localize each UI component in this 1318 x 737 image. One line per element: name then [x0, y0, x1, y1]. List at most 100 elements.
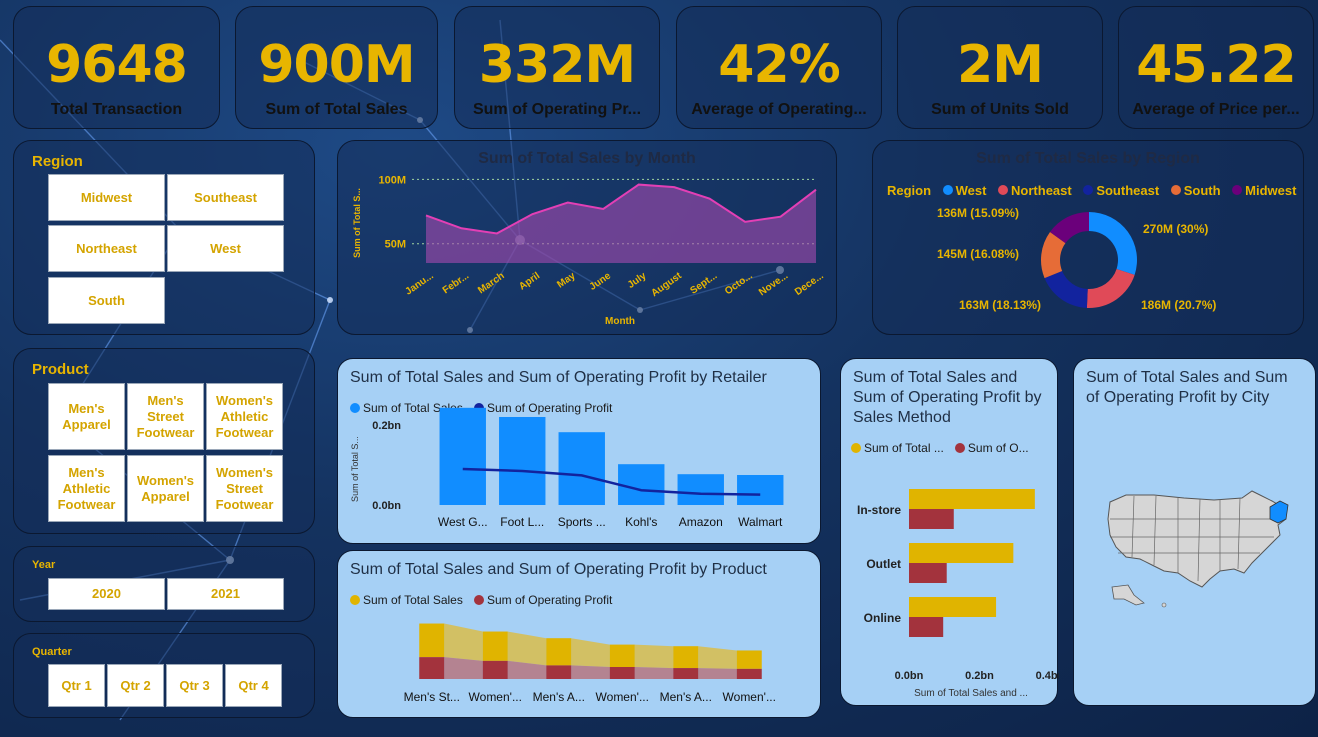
bar-total-sales[interactable] [909, 543, 1014, 563]
kpi-card-total-transaction: 9648 Total Transaction [13, 6, 220, 129]
legend-item-midwest[interactable]: Midwest [1232, 183, 1296, 198]
x-tick-label: Men's A... [660, 690, 712, 704]
legend-label: Sum of Total Sales [363, 593, 463, 607]
legend-label: Southeast [1096, 182, 1160, 198]
donut-slice-northeast[interactable] [1086, 268, 1135, 308]
year-option-2021[interactable]: 2021 [167, 578, 284, 610]
region-slicer: Region Midwest Southeast Northeast West … [13, 140, 315, 335]
ribbon-operating-profit [571, 665, 610, 679]
chart-title: Sum of Total Sales and Sum of Operating … [350, 369, 767, 386]
product-option-womens-street-footwear[interactable]: Women's Street Footwear [206, 455, 283, 522]
y-tick-label: Outlet [866, 557, 901, 571]
bar-total-sales[interactable] [419, 623, 445, 658]
bar-operating-profit[interactable] [609, 667, 635, 679]
region-option-southeast[interactable]: Southeast [167, 174, 284, 221]
legend-item-total-sales[interactable]: Sum of Total Sales [350, 401, 463, 415]
product-option-mens-street-footwear[interactable]: Men's Street Footwear [127, 383, 204, 450]
kpi-card-price-per-unit: 45.22 Average of Price per... [1118, 6, 1314, 129]
bar-operating-profit[interactable] [482, 660, 508, 679]
x-tick-label: Octo... [723, 270, 755, 297]
bar-total-sales[interactable] [673, 646, 699, 669]
x-tick-label: April [517, 270, 542, 292]
legend-item-total-sales[interactable]: Sum of Total ... [851, 441, 944, 455]
ribbon-total-sales [634, 644, 674, 669]
quarter-option-q3[interactable]: Qtr 3 [166, 664, 223, 707]
region-option-south[interactable]: South [48, 277, 165, 324]
bar-operating-profit[interactable] [909, 617, 944, 637]
bar-total-sales[interactable] [499, 417, 546, 505]
bar-total-sales[interactable] [609, 644, 635, 667]
bar-total-sales[interactable] [677, 474, 724, 505]
donut-slice-south[interactable] [1041, 232, 1066, 279]
donut-slice-west[interactable] [1089, 212, 1137, 275]
legend-item-operating-profit[interactable]: Sum of Operating Profit [473, 593, 612, 607]
chart-title: Sum of Total Sales and Sum of Operating … [853, 369, 1042, 426]
product-option-mens-athletic-footwear[interactable]: Men's Athletic Footwear [48, 455, 125, 522]
slicer-title: Quarter [32, 646, 72, 658]
legend-item-operating-profit[interactable]: Sum of O... [954, 441, 1029, 455]
bar-operating-profit[interactable] [673, 668, 699, 679]
product-option-womens-apparel[interactable]: Women's Apparel [127, 455, 204, 522]
bar-total-sales[interactable] [546, 638, 572, 666]
ribbon-total-sales [698, 646, 737, 669]
legend-item-southeast[interactable]: Southeast [1083, 183, 1159, 198]
x-axis-label: Sum of Total Sales and ... [914, 688, 1028, 699]
y-axis-label: Sum of Total S... [352, 188, 362, 258]
us-map[interactable] [1074, 359, 1317, 707]
product-option-mens-apparel[interactable]: Men's Apparel [48, 383, 125, 450]
product-legend: Sum of Total Sales Sum of Operating Prof… [350, 590, 618, 609]
bar-total-sales[interactable] [618, 464, 665, 505]
legend-label: West [955, 182, 987, 198]
legend-item-northeast[interactable]: Northeast [998, 183, 1072, 198]
x-tick-label: Foot L... [500, 515, 544, 529]
legend-label: Midwest [1245, 182, 1297, 198]
bar-total-sales[interactable] [909, 489, 1035, 509]
bar-operating-profit[interactable] [909, 563, 947, 583]
bar-operating-profit[interactable] [546, 665, 572, 679]
kpi-card-operating-profit: 332M Sum of Operating Pr... [454, 6, 660, 129]
x-tick-label: 0.0bn [895, 670, 924, 682]
region-option-northeast[interactable]: Northeast [48, 225, 165, 272]
y-tick-label: In-store [857, 503, 901, 517]
legend-dot [350, 595, 360, 605]
legend-item-total-sales[interactable]: Sum of Total Sales [350, 593, 463, 607]
quarter-option-q2[interactable]: Qtr 2 [107, 664, 164, 707]
bar-operating-profit[interactable] [419, 657, 445, 679]
region-legend: Region West Northeast Southeast South Mi… [887, 180, 1302, 199]
legend-label: Northeast [1011, 182, 1072, 198]
x-tick-label: Women'... [469, 690, 522, 704]
alaska-shape [1111, 584, 1145, 606]
kpi-card-operating-margin: 42% Average of Operating... [676, 6, 882, 129]
donut-slice-midwest[interactable] [1050, 212, 1089, 244]
slice-data-label: 163M (18.13%) [959, 298, 1041, 312]
bar-operating-profit[interactable] [909, 509, 954, 529]
product-option-womens-athletic-footwear[interactable]: Women's Athletic Footwear [206, 383, 283, 450]
legend-title: Region [887, 183, 932, 198]
legend-item-south[interactable]: South [1170, 183, 1221, 198]
sales-profit-by-method-chart: Sum of Total Sales and Sum of Operating … [840, 358, 1059, 706]
ribbon-total-sales [571, 638, 610, 667]
retailer-bar-chart: Sum of Total S... 0.2bn 0.0bn West G... Foo… [350, 407, 784, 529]
sales-profit-by-product-chart: Sum of Total Sales and Sum of Operating … [337, 550, 821, 718]
region-option-west[interactable]: West [167, 225, 284, 272]
slicer-title: Region [32, 153, 83, 170]
bar-total-sales[interactable] [909, 597, 997, 617]
legend-dot [350, 403, 360, 413]
x-tick-label: West G... [438, 515, 488, 529]
year-option-2020[interactable]: 2020 [48, 578, 165, 610]
quarter-option-q1[interactable]: Qtr 1 [48, 664, 105, 707]
kpi-label: Sum of Operating Pr... [472, 101, 642, 118]
bar-operating-profit[interactable] [736, 668, 762, 679]
bar-total-sales[interactable] [482, 631, 508, 661]
bar-total-sales[interactable] [736, 650, 762, 669]
quarter-option-q4[interactable]: Qtr 4 [225, 664, 282, 707]
new-york-highlight[interactable] [1269, 500, 1289, 524]
bar-total-sales[interactable] [737, 475, 784, 505]
line-operating-profit[interactable] [462, 467, 761, 496]
legend-item-west[interactable]: West [942, 182, 987, 198]
donut-slice-southeast[interactable] [1044, 270, 1088, 308]
region-option-midwest[interactable]: Midwest [48, 174, 165, 221]
month-area-chart: Sum of Total S... Month 100M 50M Janu... F… [352, 174, 826, 327]
bar-total-sales[interactable] [439, 407, 486, 505]
bar-total-sales[interactable] [558, 432, 605, 505]
